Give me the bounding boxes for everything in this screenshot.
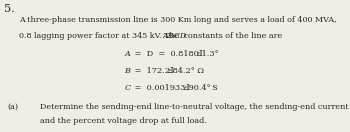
Text: B: B [124,67,130,75]
Text: ABCD: ABCD [163,32,187,40]
Text: and the percent voltage drop at full load.: and the percent voltage drop at full loa… [40,117,207,126]
Text: Determine the sending-end line-to-neutral voltage, the sending-end current: Determine the sending-end line-to-neutra… [40,103,349,111]
Text: Ⅎ90.4°: Ⅎ90.4° [183,84,211,93]
Text: S: S [206,84,217,93]
Text: Ⅎ1.3°: Ⅎ1.3° [197,50,219,58]
Text: =  0.001933: = 0.001933 [132,84,186,93]
Text: =  D  =  0.8180: = D = 0.8180 [132,50,199,58]
Text: C: C [124,84,131,93]
Text: (a): (a) [8,103,19,111]
Text: Ω: Ω [192,67,204,75]
Text: A three-phase transmission line is 300 Km long and serves a load of 400 MVA,: A three-phase transmission line is 300 K… [19,16,337,24]
Text: constants of the line are: constants of the line are [181,32,282,40]
Text: 0.8 lagging power factor at 345 kV. The: 0.8 lagging power factor at 345 kV. The [19,32,182,40]
Text: =  172.2: = 172.2 [132,67,170,75]
Text: 5.: 5. [4,4,15,14]
Text: A: A [124,50,130,58]
Text: Ⅎ84.2°: Ⅎ84.2° [168,67,196,75]
